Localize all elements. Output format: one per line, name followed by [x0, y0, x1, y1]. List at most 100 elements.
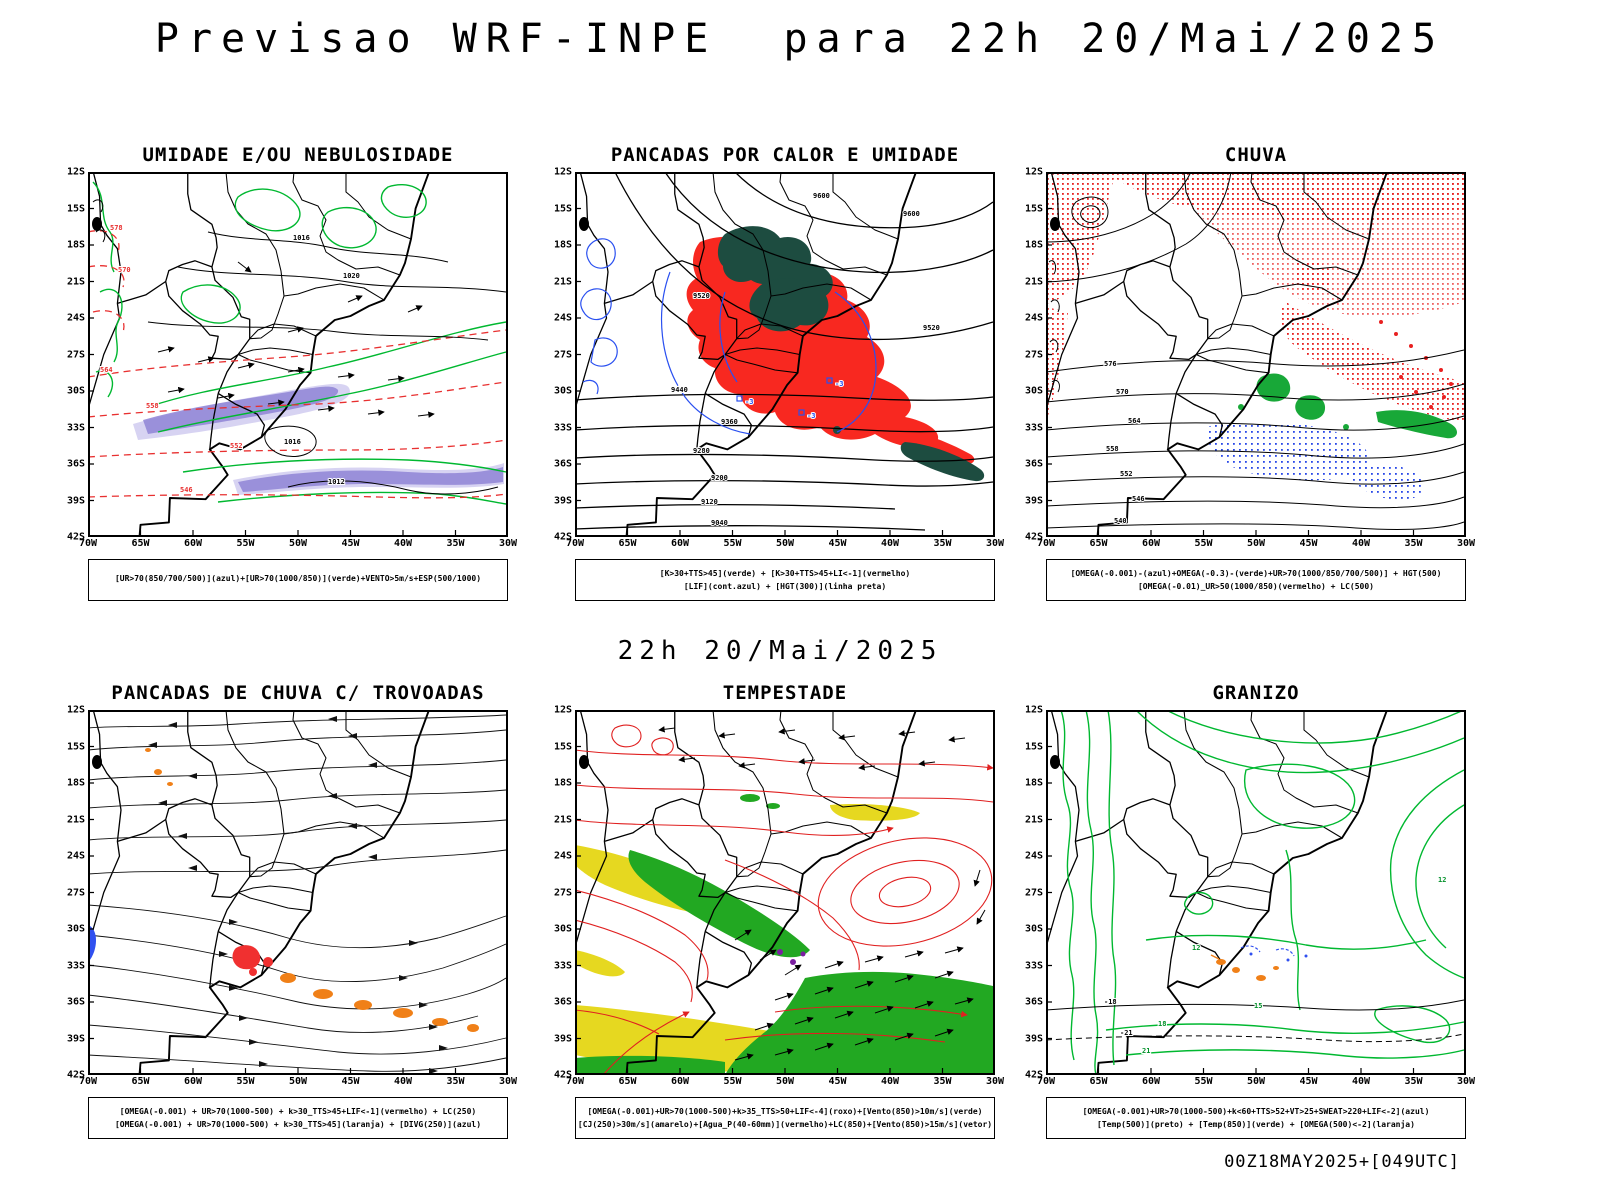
y-axis-label: 42S	[1024, 1069, 1043, 1081]
y-axis-label: 27S	[1024, 887, 1043, 898]
x-axis-label: 55W	[1194, 538, 1213, 549]
x-axis-label: 60W	[1141, 538, 1161, 549]
y-axis-label: 24S	[553, 312, 572, 324]
x-axis-label: 30W	[498, 1076, 518, 1087]
x-axis-label: 40W	[880, 538, 900, 549]
valid-time-label: 22h 20/Mai/2025	[617, 636, 943, 666]
y-axis-label: 15S	[1024, 203, 1043, 214]
x-axis-label: 50W	[288, 1076, 308, 1087]
y-axis-label: 36S	[1024, 996, 1043, 1008]
x-axis-label: 50W	[288, 538, 308, 549]
blue-omega-stipple	[1205, 420, 1425, 500]
streamline-arrowheads	[148, 716, 448, 1074]
streamlines	[88, 714, 507, 1072]
x-axis-label: 65W	[618, 538, 637, 549]
x-axis-label: 50W	[1246, 1076, 1266, 1087]
map-tempestade	[575, 710, 995, 1075]
run-info-label: 00Z18MAY2025+[049UTC]	[1224, 1152, 1460, 1172]
svg-text:-18: -18	[1104, 998, 1117, 1006]
legend-caption: [OMEGA(-0.001) + UR>70(1000-500) + k>30_…	[88, 1097, 508, 1139]
y-axis-label: 12S	[66, 166, 85, 178]
x-axis-label: 65W	[1089, 1076, 1108, 1087]
svg-text:-3: -3	[807, 412, 815, 420]
y-axis-label: 15S	[66, 741, 85, 752]
svg-text:1020: 1020	[343, 272, 360, 280]
panel-title: UMIDADE E/OU NEBULOSIDADE	[142, 144, 454, 166]
svg-text:540: 540	[1114, 517, 1127, 525]
svg-text:-3: -3	[745, 398, 753, 406]
svg-text:578: 578	[110, 224, 123, 232]
green-temp850-contours	[1060, 710, 1465, 1075]
x-axis-label: 65W	[131, 538, 150, 549]
panel-title: PANCADAS DE CHUVA C/ TROVOADAS	[111, 682, 485, 704]
wind-vectors	[658, 726, 986, 1061]
svg-text:9040: 9040	[711, 519, 728, 527]
y-axis-label: 21S	[66, 276, 85, 287]
x-axis-label: 55W	[236, 1076, 255, 1087]
x-axis-label: 65W	[1089, 538, 1108, 549]
y-axis-label: 33S	[66, 960, 85, 971]
x-axis-label: 40W	[1351, 538, 1371, 549]
x-axis: 70W 65W 60W 55W 50W 45W 40W 35W 30W	[1037, 1075, 1475, 1091]
x-axis-label: 30W	[985, 538, 1005, 549]
map-svg-umidade: 578 570 564 558 552 546 1016 1020 1016 1…	[88, 172, 508, 537]
x-axis-label: 55W	[723, 538, 742, 549]
x-axis-label: 30W	[498, 538, 518, 549]
caption-line: [OMEGA(-0.001) + UR>70(1000-500) + k>30_…	[114, 1119, 482, 1129]
panel-title: GRANIZO	[1212, 682, 1300, 704]
svg-text:552: 552	[1120, 470, 1133, 478]
y-axis-label: 24S	[1024, 850, 1043, 862]
caption-line: [OMEGA(-0.001)+UR>70(1000-500)+k>35_TTS>…	[587, 1106, 983, 1116]
caption-line: [K>30+TTS>45](verde) + [K>30+TTS>45+LI<-…	[659, 568, 911, 578]
x-axis-label: 65W	[618, 1076, 637, 1087]
page-title: Previsao WRF-INPE para 22h 20/Mai/2025	[154, 16, 1446, 62]
y-axis-label: 36S	[1024, 458, 1043, 470]
y-axis-label: 12S	[553, 704, 572, 716]
red-rain-stipple	[1046, 172, 1464, 422]
black-pressure-contours	[92, 199, 507, 495]
black-hgt500-contours	[1046, 172, 1465, 530]
y-axis-label: 36S	[553, 458, 572, 470]
y-axis-label: 15S	[553, 741, 572, 752]
map-svg-granizo: 12 15 18 21 12 -18 -21	[1046, 710, 1466, 1075]
legend-caption: [UR>70(850/700/500)](azul)+[UR>70(1000/8…	[88, 559, 508, 601]
svg-text:-3: -3	[835, 380, 843, 388]
map-frame	[1046, 710, 1466, 1075]
x-axis-label: 50W	[775, 538, 795, 549]
caption-line: [OMEGA(-0.001) + UR>70(1000-500) + k>30_…	[119, 1106, 477, 1116]
y-axis-label: 12S	[1024, 166, 1043, 178]
y-axis-label: 42S	[553, 531, 572, 543]
purple-storm-areas	[777, 949, 806, 965]
contour-labels: 576 570 564 558 552 546 540	[1103, 359, 1146, 526]
x-axis-label: 45W	[828, 1076, 847, 1087]
y-axis-label: 36S	[66, 458, 85, 470]
y-axis-label: 24S	[553, 850, 572, 862]
legend-caption: [OMEGA(-0.001)+UR>70(1000-500)+k>35_TTS>…	[575, 1097, 995, 1139]
y-axis: 12S 15S 18S 21S 24S 27S 30S 33S 36S 39S 42S	[545, 167, 575, 543]
y-axis-label: 21S	[553, 276, 572, 287]
y-axis-label: 24S	[66, 850, 85, 862]
x-axis-label: 40W	[1351, 1076, 1371, 1087]
panel-trovoadas: PANCADAS DE CHUVA C/ TROVOADAS 12S 15S 18S…	[58, 682, 528, 1139]
x-axis-label: 45W	[341, 1076, 360, 1087]
x-axis-label: 70W	[565, 1076, 585, 1087]
x-axis-label: 35W	[1404, 538, 1423, 549]
panel-pancadas-calor: PANCADAS POR CALOR E UMIDADE 12S 15S 18S 21…	[545, 144, 1015, 601]
y-axis: 12S 15S 18S 21S 24S 27S 30S 33S 36S 39S 42S	[1016, 705, 1046, 1081]
contour-labels: 578 570 564 558 552 546 1016 1020 1016 1…	[99, 223, 361, 495]
y-axis-label: 33S	[66, 422, 85, 433]
y-axis-label: 39S	[66, 495, 85, 506]
y-axis-label: 12S	[553, 166, 572, 178]
svg-text:9120: 9120	[701, 498, 718, 506]
y-axis-label: 42S	[66, 1069, 85, 1081]
legend-caption: [OMEGA(-0.001)+UR>70(1000-500)+k<60+TTS>…	[1046, 1097, 1466, 1139]
svg-text:12: 12	[1192, 944, 1200, 952]
orange-omega-specks	[1210, 954, 1279, 981]
x-axis-label: 30W	[1456, 538, 1476, 549]
svg-text:570: 570	[1116, 388, 1129, 396]
y-axis-label: 30S	[1024, 385, 1043, 397]
y-axis-label: 15S	[66, 203, 85, 214]
svg-text:9600: 9600	[813, 192, 830, 200]
caption-line: [OMEGA(-0.001)-(azul)+OMEGA(-0.3)-(verde…	[1070, 568, 1442, 578]
x-axis-label: 30W	[985, 1076, 1005, 1087]
